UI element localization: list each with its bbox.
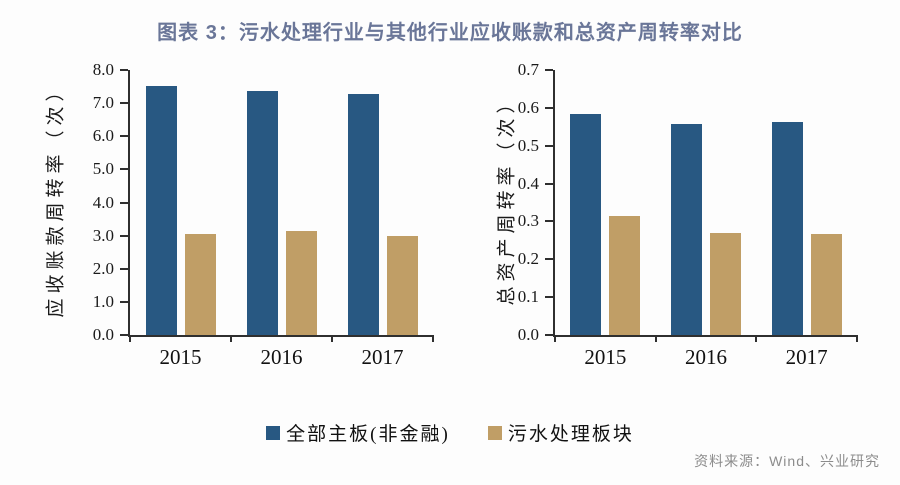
bar-group-2015 <box>555 70 656 335</box>
y-axis-tick-mark <box>545 220 553 223</box>
y-axis-tick-mark <box>120 135 128 138</box>
y-axis-tick-label: 0.1 <box>517 287 539 307</box>
y-axis-tick-mark <box>120 300 128 303</box>
bar-2016-series-0 <box>671 124 702 335</box>
y-axis-label: 应收账款周转率（次） <box>45 77 67 318</box>
bar-group-2017 <box>332 70 433 335</box>
bar-groups <box>555 70 857 335</box>
bar-2017-series-1 <box>810 233 842 335</box>
bar-group-2015 <box>130 70 231 335</box>
bar-2015-series-1 <box>609 215 641 335</box>
y-axis-tick-mark <box>120 168 128 171</box>
bar-2017-series-1 <box>386 235 418 335</box>
legend-item-main-board: 全部主板(非金融) <box>266 419 450 446</box>
y-axis-tick-label: 0.3 <box>517 211 539 231</box>
bar-2017-series-0 <box>347 93 379 335</box>
y-axis-tick-mark <box>545 334 553 336</box>
y-axis-tick-mark <box>120 69 128 71</box>
x-axis-label-2015: 2015 <box>584 345 627 369</box>
x-axis-labels: 2015 2016 2017 <box>555 345 857 370</box>
x-axis-tick <box>129 335 131 342</box>
x-axis-label-2016: 2016 <box>260 345 303 369</box>
y-axis-tick-mark <box>120 201 128 204</box>
y-axis-tick-label: 5.0 <box>92 159 114 179</box>
y-axis-tick-label: 0.5 <box>517 135 539 155</box>
y-axis-tick-label: 3.0 <box>92 225 114 245</box>
bar-group-2017 <box>756 70 857 335</box>
bar-group-2016 <box>231 70 332 335</box>
y-axis-tick-mark <box>545 144 553 147</box>
y-axis-tick-label: 0.0 <box>517 325 539 344</box>
bar-2016-series-0 <box>246 90 278 335</box>
x-axis-label-2017: 2017 <box>785 345 828 369</box>
y-axis-tick-label: 7.0 <box>92 93 114 113</box>
y-axis-tick-mark <box>120 234 128 237</box>
bar-group-2016 <box>656 70 757 335</box>
y-axis-tick-label: 6.0 <box>92 126 114 146</box>
y-axis-tick-label: 0.4 <box>517 173 539 193</box>
y-axis-tick-label: 0.7 <box>517 60 539 79</box>
bar-2017-series-0 <box>771 122 803 335</box>
x-axis-tick <box>432 335 434 342</box>
legend-label-main-board: 全部主板(非金融) <box>286 424 450 445</box>
legend-label-sewage: 污水处理板块 <box>507 424 634 445</box>
plot-area: 0.0 0.1 0.2 0.3 0.4 0.5 0.6 0.7 2015 2016 2017 <box>518 60 858 369</box>
x-axis-label-2016: 2016 <box>685 345 727 369</box>
bar-2015-series-0 <box>145 85 177 335</box>
y-axis-tick-label: 0.6 <box>517 97 539 117</box>
bar-2016-series-1 <box>710 232 741 335</box>
y-axis-tick-mark <box>545 296 553 299</box>
x-axis-tick <box>554 335 556 342</box>
y-axis-tick-mark <box>545 182 553 185</box>
x-axis-tick <box>856 335 858 342</box>
total-asset-turnover-chart: 总资产周转率（次） 0.0 0.1 0.2 0.3 0.4 0.5 0.6 0.7 2015 20… <box>455 58 890 383</box>
x-axis-label-2015: 2015 <box>159 345 202 369</box>
legend-swatch-main-board <box>266 425 281 440</box>
x-axis-labels: 2015 2016 2017 <box>130 345 433 370</box>
y-axis-tick-label: 4.0 <box>92 192 114 212</box>
y-axis-tick-label: 1.0 <box>92 291 114 311</box>
y-axis-tick-mark <box>545 106 553 109</box>
bar-2016-series-1 <box>285 230 317 335</box>
y-axis-tick-mark <box>545 69 553 71</box>
legend: 全部主板(非金融) 污水处理板块 <box>0 419 900 446</box>
y-axis-tick-label: 0.0 <box>92 325 114 344</box>
y-axis-tick-mark <box>545 258 553 261</box>
x-axis-tick <box>331 335 333 342</box>
receivables-turnover-chart: 应收账款周转率（次） 0.0 1.0 2.0 3.0 4.0 5.0 6.0 7.0 8.0 20… <box>18 58 448 383</box>
bar-groups <box>130 70 433 335</box>
bar-2015-series-0 <box>570 113 602 335</box>
y-axis-tick-mark <box>120 102 128 105</box>
y-axis-label-wrap: 应收账款周转率（次） <box>32 58 76 337</box>
x-axis-tick <box>755 335 758 342</box>
y-axis-label: 总资产周转率（次） <box>496 89 518 306</box>
x-axis-tick <box>654 335 657 342</box>
y-axis-tick-label: 2.0 <box>92 258 114 278</box>
y-axis-tick-label: 8.0 <box>92 60 114 79</box>
y-axis-tick-mark <box>120 334 128 336</box>
y-axis-tick-label: 0.2 <box>517 249 539 269</box>
y-axis-tick-mark <box>120 267 128 270</box>
x-axis-tick <box>230 335 232 342</box>
legend-item-sewage: 污水处理板块 <box>487 419 634 446</box>
bar-2015-series-1 <box>184 233 216 335</box>
legend-swatch-sewage <box>487 425 502 440</box>
x-axis-label-2017: 2017 <box>361 345 404 369</box>
figure-title: 图表 3：污水处理行业与其他行业应收账款和总资产周转率对比 <box>157 22 743 44</box>
data-source-note: 资料来源：Wind、兴业研究 <box>694 453 880 469</box>
plot-area: 0.0 1.0 2.0 3.0 4.0 5.0 6.0 7.0 8.0 2015 2016 2017 <box>93 60 434 369</box>
